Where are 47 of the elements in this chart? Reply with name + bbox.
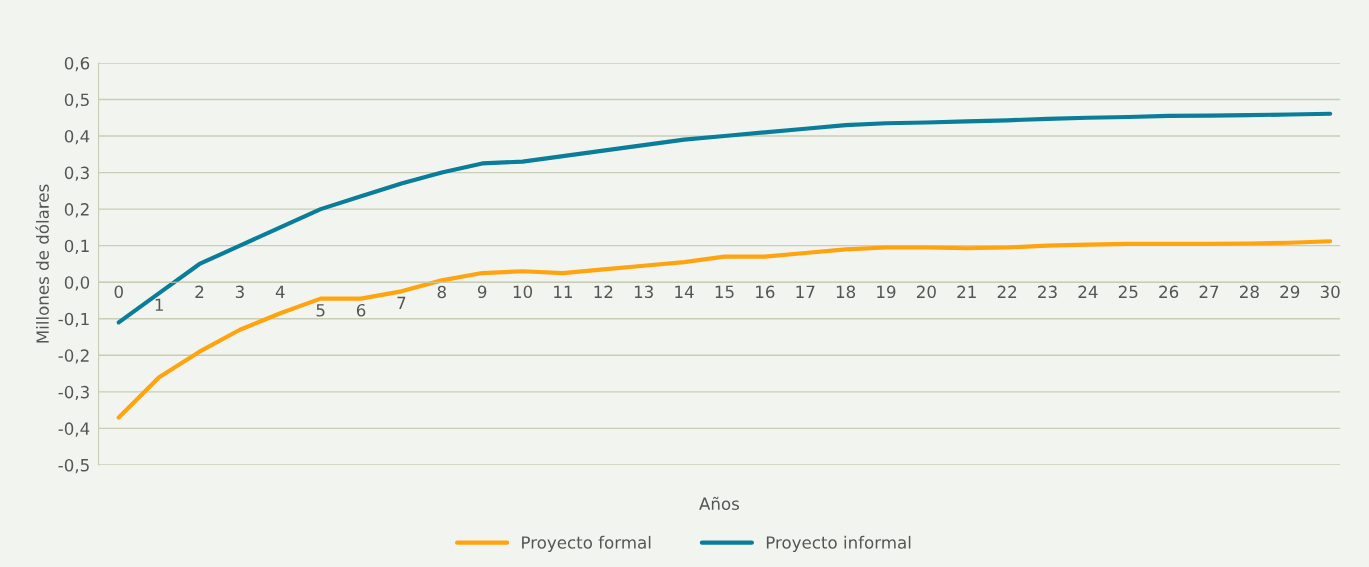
y-tick-label: 0,4 [64, 129, 90, 145]
y-tick-label: 0,0 [64, 276, 90, 291]
y-tick-label: 0,5 [64, 93, 89, 108]
y-tick-label: -0,2 [58, 349, 89, 364]
x-tick-label: 27 [1199, 285, 1219, 298]
x-tick-label: 1 [155, 298, 163, 311]
x-tick-label: 18 [836, 285, 856, 299]
x-tick-label: 17 [796, 285, 815, 298]
x-tick-label: 28 [1240, 285, 1259, 299]
x-tick-label: 14 [675, 285, 694, 298]
x-tick-label: 24 [1078, 285, 1098, 298]
x-tick-label: 4 [275, 285, 285, 298]
x-tick-label: 13 [634, 285, 653, 299]
y-tick-label: -0,5 [58, 458, 89, 474]
legend-label: Proyecto formal [522, 535, 651, 552]
x-tick-label: 7 [397, 296, 406, 310]
x-tick-label: 29 [1280, 285, 1300, 299]
x-tick-label: 16 [756, 285, 775, 299]
x-tick-label: 21 [957, 285, 976, 298]
x-tick-label: 30 [1320, 285, 1340, 299]
x-tick-label: 5 [316, 304, 325, 317]
x-tick-label: 20 [916, 285, 936, 299]
x-tick-label: 9 [477, 285, 487, 299]
x-tick-label: 8 [437, 285, 446, 299]
x-tick-label: 2 [195, 285, 204, 298]
x-tick-label: 12 [594, 285, 613, 298]
x-tick-label: 25 [1118, 285, 1138, 299]
x-tick-label: 15 [715, 285, 734, 299]
y-tick-label: 0,1 [64, 239, 89, 254]
x-tick-label: 10 [513, 285, 533, 299]
x-tick-label: 0 [114, 285, 123, 299]
y-tick-label: -0,3 [58, 385, 89, 401]
x-tick-label: 6 [356, 303, 366, 317]
y-tick-label: -0,1 [58, 312, 89, 328]
x-tick-label: 11 [554, 285, 572, 298]
x-tick-label: 19 [877, 285, 896, 299]
x-tick-label: 26 [1159, 285, 1179, 299]
y-axis-title: Millones de dólares [35, 184, 49, 343]
x-tick-label: 23 [1038, 285, 1057, 299]
y-tick-label: 0,2 [64, 203, 89, 218]
legend-label: Proyecto informal [766, 535, 911, 552]
y-tick-label: 0,3 [64, 166, 89, 181]
y-tick-label: 0,6 [64, 56, 90, 72]
x-tick-label: 22 [997, 285, 1017, 298]
x-tick-label: 3 [235, 285, 244, 299]
x-axis-title: Años [699, 496, 740, 510]
y-tick-label: -0,4 [58, 422, 90, 437]
